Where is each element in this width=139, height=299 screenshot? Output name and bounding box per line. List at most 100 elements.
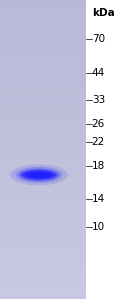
Bar [0, 158, 86, 160]
Bar [0, 136, 86, 138]
Bar [0, 144, 86, 145]
Bar [0, 39, 86, 40]
Ellipse shape [25, 172, 53, 178]
Bar [0, 218, 86, 220]
Bar [0, 244, 86, 245]
Bar [0, 284, 86, 286]
Bar [0, 85, 86, 87]
Bar [0, 117, 86, 118]
Bar [0, 79, 86, 81]
Bar [0, 124, 86, 126]
Bar [0, 230, 86, 232]
Bar [0, 266, 86, 268]
Bar [0, 212, 86, 214]
Ellipse shape [10, 164, 68, 185]
Bar [0, 272, 86, 274]
Bar [0, 36, 86, 37]
Bar [0, 66, 86, 67]
Bar [0, 129, 86, 130]
Bar [0, 127, 86, 129]
Text: 70: 70 [92, 34, 105, 44]
Bar [0, 290, 86, 292]
Bar [0, 138, 86, 139]
Bar [0, 48, 86, 49]
Bar [0, 253, 86, 254]
Bar [0, 27, 86, 28]
Bar [0, 245, 86, 247]
Bar [0, 139, 86, 141]
Bar [0, 185, 86, 187]
Bar [0, 151, 86, 152]
Bar [0, 160, 86, 161]
Bar [0, 132, 86, 133]
Bar [0, 224, 86, 226]
Bar [0, 229, 86, 230]
Bar [0, 226, 86, 227]
Bar [0, 72, 86, 73]
Bar [0, 155, 86, 157]
Bar [0, 275, 86, 277]
Bar [0, 97, 86, 99]
Bar [0, 115, 86, 117]
Bar [0, 133, 86, 135]
Bar [0, 88, 86, 90]
Bar [0, 268, 86, 269]
Bar [0, 54, 86, 55]
Bar [0, 292, 86, 293]
Bar [0, 281, 86, 283]
Bar [0, 179, 86, 181]
Bar [0, 221, 86, 223]
Bar [0, 24, 86, 25]
Bar [0, 157, 86, 158]
Bar [0, 286, 86, 287]
Bar [0, 94, 86, 96]
Bar [0, 22, 86, 24]
Bar [0, 55, 86, 57]
Bar [0, 172, 86, 173]
Bar [0, 67, 86, 69]
Bar [0, 236, 86, 238]
Bar [0, 141, 86, 142]
Bar [0, 63, 86, 64]
Bar [0, 126, 86, 127]
Bar [0, 118, 86, 120]
Bar [0, 82, 86, 84]
Bar [0, 274, 86, 275]
Text: kDa: kDa [92, 8, 115, 19]
Bar [0, 0, 86, 1]
Bar [0, 105, 86, 106]
Bar [0, 293, 86, 295]
Bar [0, 254, 86, 256]
Bar [0, 214, 86, 215]
Bar [0, 191, 86, 193]
Bar [0, 166, 86, 167]
Bar [0, 289, 86, 290]
Ellipse shape [19, 169, 59, 181]
Bar [0, 169, 86, 170]
Bar [0, 61, 86, 63]
Bar [0, 178, 86, 179]
Bar [0, 18, 86, 19]
Text: 22: 22 [92, 137, 105, 147]
Bar [0, 181, 86, 182]
Bar [0, 235, 86, 236]
Bar [0, 46, 86, 48]
Bar [0, 248, 86, 250]
Bar [0, 277, 86, 278]
Bar [0, 76, 86, 78]
Bar [0, 262, 86, 263]
Bar [0, 109, 86, 111]
Bar [0, 187, 86, 188]
Bar [0, 152, 86, 154]
Bar [0, 87, 86, 88]
Bar [0, 287, 86, 289]
Bar [0, 70, 86, 72]
Bar [0, 78, 86, 79]
Bar [0, 147, 86, 148]
Bar [0, 257, 86, 259]
Bar [0, 19, 86, 21]
Bar [0, 12, 86, 13]
Bar [0, 108, 86, 109]
Bar [0, 75, 86, 76]
Bar [0, 145, 86, 147]
